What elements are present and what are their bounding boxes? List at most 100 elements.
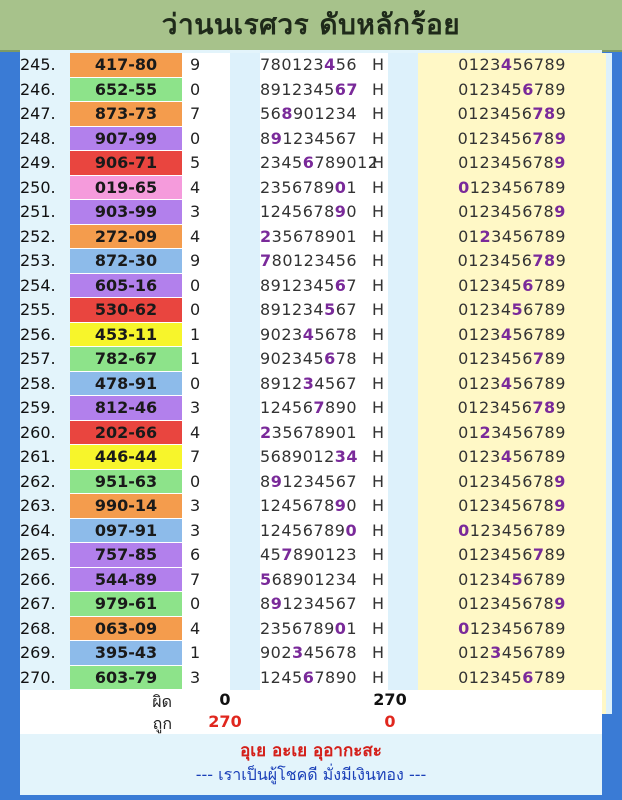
- sequence-part: 90: [335, 398, 358, 417]
- digit-part: 56789: [512, 324, 566, 344]
- row-h-mark: H: [368, 322, 388, 347]
- row-number: 906-71: [70, 150, 182, 176]
- sequence-part: 67: [334, 79, 359, 99]
- row-spacer: [388, 469, 418, 494]
- sequence-part: 3: [292, 643, 304, 662]
- row-spacer: [230, 126, 260, 151]
- row-gap: [182, 224, 190, 249]
- row-gap: [182, 297, 190, 322]
- row-index: 246.: [20, 79, 56, 99]
- row-spacer: [230, 175, 260, 200]
- sequence-part: 2: [260, 226, 272, 246]
- row-number: 782-67: [70, 346, 182, 372]
- digit-part: 0123: [458, 324, 501, 344]
- row-gap: [182, 126, 190, 151]
- row-spacer: [230, 420, 260, 445]
- row-index: 269.: [20, 643, 56, 662]
- row-gap: [182, 420, 190, 445]
- row-digit: 4: [190, 420, 230, 445]
- digit-part: 8: [544, 398, 556, 417]
- row-tail: [606, 518, 612, 543]
- row-tail: [606, 395, 612, 420]
- sequence-part: 7: [346, 275, 358, 295]
- row-digit: 7: [190, 444, 230, 469]
- row-sequence: 891234567: [260, 469, 368, 494]
- row-digits: 0123456789: [418, 150, 606, 175]
- sequence-part: 8912345: [260, 79, 335, 99]
- digit-part: 0123: [458, 447, 501, 466]
- row-digits: 0123456789: [418, 297, 606, 322]
- row-tail: [606, 150, 612, 175]
- row-index: 263.: [20, 496, 56, 515]
- row-sequence: 902345678: [260, 346, 368, 371]
- digit-part: 9: [554, 153, 566, 172]
- footer-blessing: --- เราเป็นผู้โชคดี มั่งมีเงินทอง ---: [195, 765, 427, 784]
- row-digits: 0123456789: [418, 395, 606, 420]
- row-digit: 9: [190, 248, 230, 273]
- row-spacer: [230, 53, 260, 77]
- table-row: 265. 757-85 6 457890123 H 0123456789: [20, 542, 612, 568]
- digit-part: 0123456: [457, 104, 533, 123]
- sequence-part: 891234: [260, 300, 325, 319]
- row-index: 265.: [20, 545, 56, 564]
- row-spacer: [388, 665, 418, 690]
- page-header: ว่านนเรศวร ดับหลักร้อย: [0, 0, 622, 52]
- digit-part: 012345678: [458, 153, 555, 172]
- digit-part: 5: [511, 569, 524, 589]
- row-digit: 0: [190, 371, 230, 396]
- wrong-count-a: 0: [219, 690, 231, 709]
- sequence-part: 5678: [314, 324, 358, 344]
- row-index: 250.: [20, 177, 56, 197]
- table-row: 257. 782-67 1 902345678 H 0123456789: [20, 346, 612, 372]
- row-h-mark: H: [368, 199, 388, 224]
- row-h-mark: H: [368, 273, 388, 298]
- row-sequence: 124567890: [260, 199, 368, 224]
- row-sequence: 124567890: [260, 395, 368, 420]
- sequence-part: 3: [302, 373, 315, 393]
- row-digit: 7: [190, 101, 230, 126]
- sequence-part: 5: [324, 300, 336, 319]
- row-index: 261.: [20, 447, 56, 466]
- row-gap: [182, 248, 190, 273]
- results-panel: 245. 417-80 9 780123456 H 0123456789 246. 652-5…: [20, 50, 612, 795]
- digit-part: 8: [544, 251, 556, 270]
- sequence-part: 1245678: [260, 202, 335, 221]
- row-spacer: [388, 101, 418, 126]
- right-count-b: 0: [384, 712, 396, 731]
- sequence-part: 7: [260, 251, 272, 270]
- sequence-part: 0: [334, 177, 347, 197]
- row-number: 478-91: [70, 371, 182, 396]
- digit-part: 012: [458, 643, 491, 662]
- row-digits: 0123456789: [418, 224, 606, 249]
- digit-part: 0123456: [458, 545, 533, 564]
- row-h-mark: H: [368, 469, 388, 494]
- sequence-part: 4: [302, 324, 315, 344]
- row-index: 262.: [20, 471, 56, 491]
- row-h-mark: H: [368, 395, 388, 420]
- right-label: ถูก: [152, 714, 172, 733]
- sequence-part: 8: [281, 104, 293, 123]
- row-digits: 0123456789: [418, 567, 606, 592]
- row-tail: [606, 542, 612, 567]
- row-digit: 3: [190, 518, 230, 543]
- sequence-part: 6: [302, 667, 315, 687]
- row-h-mark: H: [368, 665, 388, 690]
- row-sequence: 780123456: [260, 248, 368, 273]
- row-number: 019-65: [70, 175, 182, 200]
- summary-box: ผิด 0 270 ถูก 270 0: [20, 690, 602, 734]
- wrong-label: ผิด: [152, 692, 172, 711]
- row-spacer: [388, 297, 418, 322]
- row-tail: [606, 273, 612, 298]
- row-spacer: [388, 395, 418, 420]
- digit-part: 4: [500, 55, 513, 75]
- row-tail: [606, 175, 612, 200]
- row-digit: 3: [190, 665, 230, 690]
- row-tail: [606, 591, 612, 616]
- row-digits: 0123456789: [418, 126, 606, 151]
- row-number: 907-99: [70, 126, 182, 151]
- digit-part: 4: [500, 324, 513, 344]
- digit-part: 8: [544, 128, 555, 148]
- row-number: 446-44: [70, 444, 182, 470]
- row-sequence: 568901234: [260, 101, 368, 126]
